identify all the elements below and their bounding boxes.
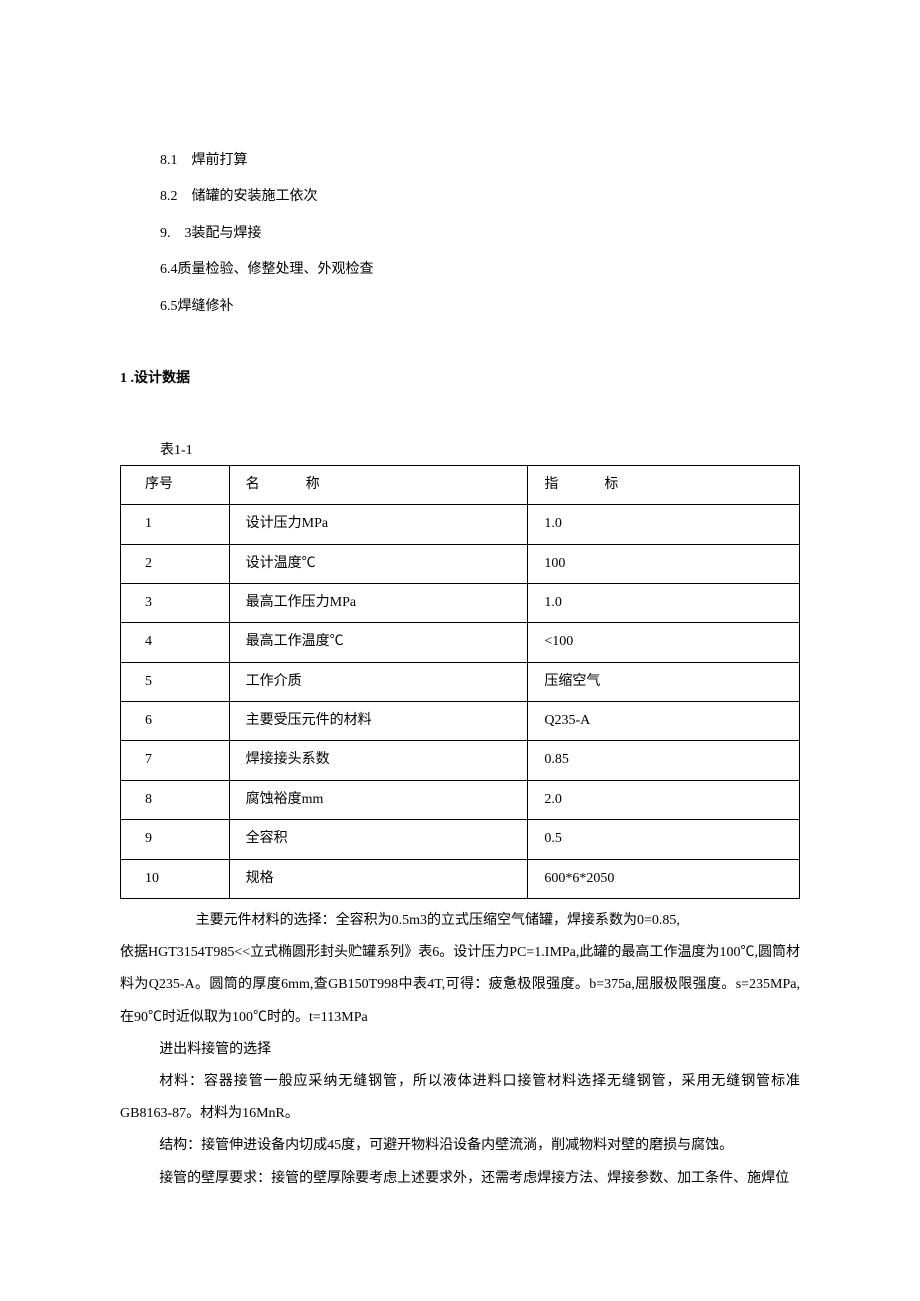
paragraph: 材料：容器接管一般应采纳无缝钢管，所以液体进料口接管材料选择无缝钢管，采用无缝钢… — [120, 1066, 800, 1130]
cell-name: 主要受压元件的材料 — [229, 702, 528, 741]
paragraph: 进出料接管的选择 — [120, 1034, 800, 1066]
toc-item: 6.5焊缝修补 — [160, 296, 800, 318]
cell-value: 2.0 — [528, 780, 800, 819]
paragraph: 接管的壁厚要求：接管的壁厚除要考虑上述要求外，还需考虑焊接方法、焊接参数、加工条… — [120, 1163, 800, 1195]
cell-seq: 10 — [121, 859, 230, 898]
cell-name: 腐蚀裕度mm — [229, 780, 528, 819]
cell-seq: 9 — [121, 820, 230, 859]
cell-seq: 4 — [121, 623, 230, 662]
table-row: 4 最高工作温度℃ <100 — [121, 623, 800, 662]
paragraph: 主要元件材料的选择：全容积为0.5m3的立式压缩空气储罐，焊接系数为0=0.85… — [120, 905, 800, 937]
toc-item: 8.1 焊前打算 — [160, 150, 800, 172]
table-row: 10 规格 600*6*2050 — [121, 859, 800, 898]
col-header-seq: 序号 — [121, 465, 230, 504]
cell-value: 1.0 — [528, 583, 800, 622]
cell-seq: 6 — [121, 702, 230, 741]
table-caption: 表1-1 — [160, 440, 800, 462]
table-header-row: 序号 名 称 指 标 — [121, 465, 800, 504]
table-row: 9 全容积 0.5 — [121, 820, 800, 859]
cell-name: 设计压力MPa — [229, 505, 528, 544]
cell-seq: 2 — [121, 544, 230, 583]
table-row: 8 腐蚀裕度mm 2.0 — [121, 780, 800, 819]
paragraph: 依据HGT3154T985<<立式椭圆形封头贮罐系列》表6。设计压力PC=1.I… — [120, 937, 800, 1034]
cell-name: 工作介质 — [229, 662, 528, 701]
table-row: 5 工作介质 压缩空气 — [121, 662, 800, 701]
cell-value: 600*6*2050 — [528, 859, 800, 898]
cell-seq: 8 — [121, 780, 230, 819]
toc-item: 9. 3装配与焊接 — [160, 223, 800, 245]
cell-value: 0.85 — [528, 741, 800, 780]
cell-value: 1.0 — [528, 505, 800, 544]
table-row: 6 主要受压元件的材料 Q235-A — [121, 702, 800, 741]
body-text-block: 主要元件材料的选择：全容积为0.5m3的立式压缩空气储罐，焊接系数为0=0.85… — [120, 905, 800, 1195]
col-header-name: 名 称 — [229, 465, 528, 504]
cell-name: 设计温度℃ — [229, 544, 528, 583]
table-row: 1 设计压力MPa 1.0 — [121, 505, 800, 544]
cell-name: 最高工作压力MPa — [229, 583, 528, 622]
table-row: 2 设计温度℃ 100 — [121, 544, 800, 583]
cell-seq: 7 — [121, 741, 230, 780]
cell-value: <100 — [528, 623, 800, 662]
paragraph: 结构：接管伸进设备内切成45度，可避开物料沿设备内壁流淌，削减物料对壁的磨损与腐… — [120, 1130, 800, 1162]
design-data-table: 序号 名 称 指 标 1 设计压力MPa 1.0 2 设计温度℃ 100 3 最… — [120, 465, 800, 899]
table-row: 3 最高工作压力MPa 1.0 — [121, 583, 800, 622]
cell-value: Q235-A — [528, 702, 800, 741]
cell-name: 最高工作温度℃ — [229, 623, 528, 662]
section-heading: 1 .设计数据 — [120, 368, 800, 390]
col-header-value: 指 标 — [528, 465, 800, 504]
cell-value: 100 — [528, 544, 800, 583]
cell-name: 规格 — [229, 859, 528, 898]
cell-seq: 3 — [121, 583, 230, 622]
toc-item: 6.4质量检验、修整处理、外观检查 — [160, 259, 800, 281]
table-row: 7 焊接接头系数 0.85 — [121, 741, 800, 780]
toc-list: 8.1 焊前打算 8.2 储罐的安装施工依次 9. 3装配与焊接 6.4质量检验… — [160, 150, 800, 318]
cell-seq: 1 — [121, 505, 230, 544]
cell-name: 全容积 — [229, 820, 528, 859]
cell-name: 焊接接头系数 — [229, 741, 528, 780]
cell-seq: 5 — [121, 662, 230, 701]
cell-value: 压缩空气 — [528, 662, 800, 701]
toc-item: 8.2 储罐的安装施工依次 — [160, 186, 800, 208]
cell-value: 0.5 — [528, 820, 800, 859]
